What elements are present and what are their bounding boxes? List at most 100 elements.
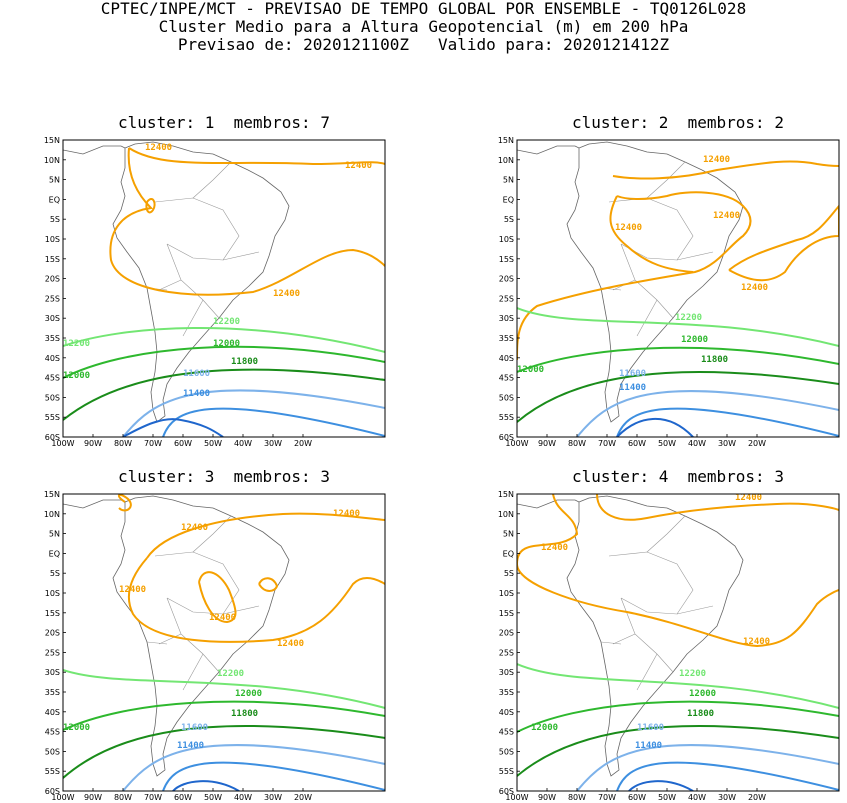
contour-11200 [616, 418, 694, 437]
lat-tick-label: 25S [499, 294, 514, 303]
contour-label: 12000 [681, 335, 708, 345]
map-panel-3: 12400 12400 12400 12400 12400 12200 12000 12000… [44, 490, 386, 802]
contour-label: 12400 [277, 639, 304, 649]
country-border [192, 161, 232, 199]
lon-tick-label: 40W [688, 439, 706, 448]
lat-tick-label: EQ [49, 195, 60, 204]
lat-tick-label: 15N [44, 490, 60, 499]
country-border [166, 243, 220, 319]
lon-tick-label: 30W [718, 439, 736, 448]
chart-title-line2: Cluster Medio para a Altura Geopotencial… [158, 17, 689, 36]
lat-tick-label: 20S [45, 275, 60, 284]
lon-tick-label: 20W [294, 793, 312, 802]
contour-label: 12400 [145, 143, 172, 153]
lon-tick-label: 20W [748, 793, 766, 802]
contour-12200 [517, 307, 839, 347]
lat-tick-label: 40S [499, 708, 514, 717]
contour-label: 12400 [713, 211, 740, 221]
lat-tick-label: 5S [504, 569, 514, 578]
country-border [636, 299, 658, 337]
contour-11600 [576, 390, 839, 437]
contour-11800 [63, 368, 385, 421]
lat-tick-label: 5N [503, 176, 514, 185]
contour-label: 11400 [177, 741, 204, 751]
lat-tick-label: 45S [45, 374, 60, 383]
contour-11800 [63, 725, 385, 779]
contour-label: 12000 [689, 689, 716, 699]
coastline [112, 141, 290, 423]
lon-tick-label: 60W [628, 793, 646, 802]
map-panel-2: 12400 12400 12400 12400 12200 12000 12000 11800… [498, 136, 840, 448]
contour-12400 [596, 494, 839, 521]
country-border [612, 633, 636, 645]
lat-tick-label: 40S [499, 354, 514, 363]
country-border [182, 299, 204, 337]
lon-tick-label: 90W [84, 793, 102, 802]
country-border [166, 597, 220, 673]
lat-tick-label: 55S [499, 413, 514, 422]
contour-label: 12200 [63, 339, 90, 349]
contour-11800 [517, 724, 839, 777]
lat-tick-label: 60S [499, 433, 514, 442]
contour-label: 12000 [213, 339, 240, 349]
contour-label: 12400 [703, 155, 730, 165]
lon-tick-label: 60W [174, 439, 192, 448]
lat-tick-label: 60S [45, 433, 60, 442]
contour-12200 [63, 326, 385, 353]
lat-tick-label: 25S [45, 648, 60, 657]
contour-label: 12400 [541, 543, 568, 553]
lat-tick-label: 40S [45, 354, 60, 363]
lat-tick-label: EQ [49, 549, 60, 558]
lat-tick-label: EQ [503, 549, 514, 558]
contour-label: 11600 [183, 369, 210, 379]
lat-tick-label: 55S [45, 413, 60, 422]
contour-12400 [109, 147, 385, 296]
country-border [676, 251, 714, 261]
contour-12400 [609, 195, 694, 273]
contour-label: 11600 [181, 723, 208, 733]
lat-tick-label: 40S [45, 708, 60, 717]
lat-tick-label: 25S [45, 294, 60, 303]
lat-tick-label: EQ [503, 195, 514, 204]
country-border [646, 515, 686, 553]
lat-tick-label: 35S [45, 688, 60, 697]
lat-tick-label: 25S [499, 648, 514, 657]
lat-tick-label: 15S [499, 255, 514, 264]
contour-12400 [728, 204, 839, 282]
lon-tick-label: 90W [538, 793, 556, 802]
lat-tick-label: 5N [49, 530, 60, 539]
coastline [63, 145, 126, 155]
lon-tick-label: 30W [264, 793, 282, 802]
country-border [158, 279, 182, 291]
contour-12000 [517, 346, 839, 373]
panel-1-title: cluster: 1 membros: 7 [118, 113, 330, 132]
lon-tick-label: 70W [598, 793, 616, 802]
contour-label: 12400 [741, 283, 768, 293]
contour-12400 [517, 191, 752, 361]
contour-label: 11400 [619, 383, 646, 393]
country-border [222, 251, 260, 261]
lon-tick-label: 60W [174, 793, 192, 802]
contour-label: 12400 [735, 493, 762, 503]
lat-tick-label: 55S [499, 767, 514, 776]
lat-tick-label: 10N [498, 156, 514, 165]
lon-tick-label: 80W [114, 793, 132, 802]
contour-11600 [122, 744, 385, 791]
contour-label: 11400 [635, 741, 662, 751]
country-border [146, 641, 168, 645]
contour-label: 12400 [273, 289, 300, 299]
contour-11600 [122, 389, 385, 437]
contour-label: 12200 [679, 669, 706, 679]
country-border [222, 605, 260, 615]
coastline [112, 495, 290, 777]
lon-tick-label: 70W [598, 439, 616, 448]
contour-11200 [122, 418, 224, 437]
lat-tick-label: 50S [499, 747, 514, 756]
lat-tick-label: 15S [45, 609, 60, 618]
lat-tick-label: 55S [45, 767, 60, 776]
lat-tick-label: 5S [504, 215, 514, 224]
country-border [620, 597, 674, 673]
lon-tick-label: 90W [84, 439, 102, 448]
lat-tick-label: 60S [45, 787, 60, 796]
contour-label: 12000 [531, 723, 558, 733]
